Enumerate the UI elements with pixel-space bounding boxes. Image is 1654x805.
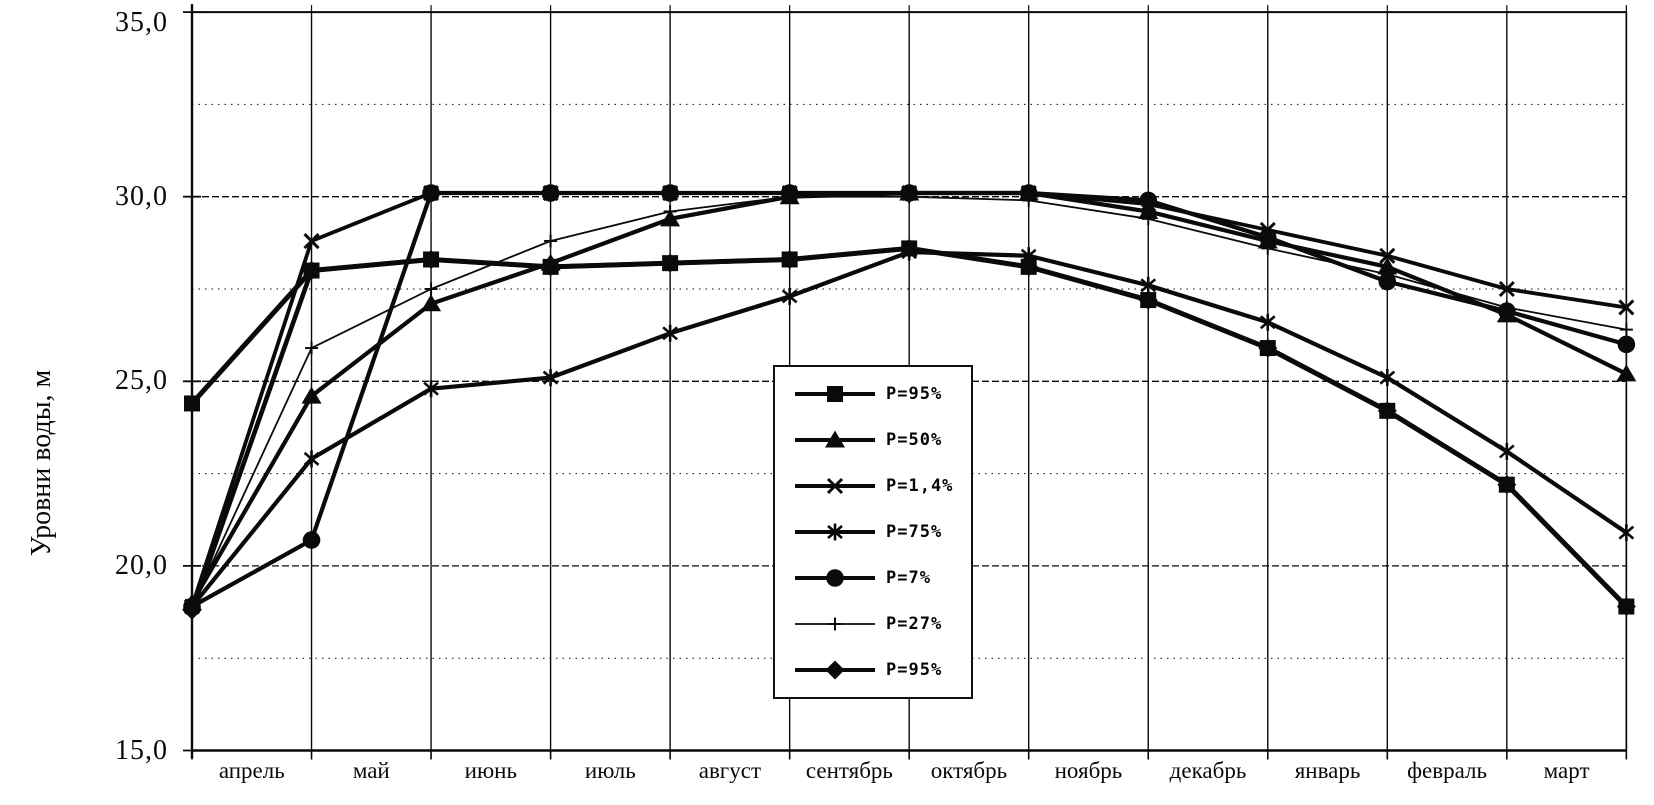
legend-marker-x-icon <box>795 477 875 495</box>
marker-square <box>781 251 798 268</box>
month-label: ноябрь <box>1054 758 1123 783</box>
marker-x <box>826 477 844 495</box>
legend-marker-circle-icon <box>795 569 875 587</box>
legend-row: P=1,4% <box>793 473 971 499</box>
legend-label: P=95% <box>886 384 943 404</box>
month-label: июль <box>584 758 636 783</box>
marker-diamond <box>182 600 202 620</box>
marker-triangle <box>899 183 920 201</box>
y-tick-label: 20,0 <box>115 549 168 581</box>
month-label: апрель <box>218 758 285 783</box>
marker-square <box>1379 402 1396 419</box>
marker-triangle <box>1616 364 1637 382</box>
marker-triangle <box>1138 201 1159 219</box>
y-axis-title: Уровни воды, м <box>26 369 57 557</box>
marker-star6 <box>303 451 320 466</box>
y-tick-label: 25,0 <box>115 365 168 397</box>
marker-star6 <box>1618 525 1635 540</box>
marker-circle <box>1617 335 1636 354</box>
marker-circle <box>826 569 844 587</box>
marker-circle <box>661 184 679 202</box>
marker-square <box>662 255 679 272</box>
legend-marker-plus-icon <box>795 617 875 631</box>
legend-label: P=7% <box>886 568 931 588</box>
legend-row: P=27% <box>793 611 971 637</box>
legend-label: P=75% <box>886 522 943 542</box>
legend-row: P=95% <box>793 381 971 407</box>
month-label: май <box>352 758 390 783</box>
marker-star6 <box>1259 315 1276 330</box>
legend-row: P=95% <box>793 657 971 683</box>
marker-star6 <box>1379 370 1396 385</box>
legend-row: P=50% <box>793 427 971 453</box>
marker-circle <box>541 184 560 202</box>
month-label: март <box>1543 758 1590 783</box>
marker-square <box>1618 598 1635 615</box>
marker-square <box>827 386 843 402</box>
marker-square <box>542 258 559 275</box>
marker-square <box>423 251 440 268</box>
marker-triangle <box>1377 257 1398 275</box>
y-tick-label: 30,0 <box>115 180 168 212</box>
marker-square <box>1259 340 1276 357</box>
marker-square <box>901 240 918 257</box>
marker-star6 <box>662 326 678 341</box>
month-label: февраль <box>1407 758 1487 783</box>
legend-row: P=75% <box>793 519 971 545</box>
marker-star6 <box>1140 278 1157 293</box>
marker-star6 <box>423 381 439 396</box>
marker-circle <box>422 184 440 202</box>
marker-star6 <box>542 370 559 385</box>
legend-marker-diamond-icon <box>795 660 875 680</box>
y-tick-label: 15,0 <box>115 734 168 766</box>
marker-circle <box>302 531 321 549</box>
marker-square <box>303 262 320 279</box>
month-label: декабрь <box>1169 758 1247 783</box>
legend-label: P=1,4% <box>886 476 954 496</box>
marker-triangle <box>660 209 681 227</box>
month-label: октябрь <box>930 758 1008 783</box>
marker-square <box>1140 292 1157 309</box>
y-tick-label: 35,0 <box>115 7 168 38</box>
marker-star6 <box>827 525 843 539</box>
chart-legend: P=95% P=50% P=1,4% P=75% P=7% P=27% P=95% <box>773 365 973 699</box>
month-label: сентябрь <box>805 758 893 783</box>
marker-square <box>1498 476 1515 493</box>
marker-star6 <box>781 289 798 304</box>
marker-triangle <box>779 187 800 205</box>
marker-triangle <box>421 294 442 312</box>
marker-square <box>184 395 200 412</box>
legend-row: P=7% <box>793 565 971 591</box>
legend-marker-triangle-icon <box>795 430 875 448</box>
marker-diamond <box>825 660 845 680</box>
marker-square <box>1020 258 1037 275</box>
marker-triangle <box>825 430 845 448</box>
marker-x <box>303 232 320 250</box>
marker-x <box>1618 299 1635 316</box>
marker-x <box>1379 247 1396 264</box>
marker-triangle <box>1018 183 1039 201</box>
marker-triangle <box>301 386 322 404</box>
marker-triangle <box>1496 305 1517 323</box>
month-label: январь <box>1294 758 1361 783</box>
month-label: август <box>698 758 761 783</box>
marker-triangle <box>1257 231 1278 249</box>
marker-circle <box>1378 272 1397 291</box>
legend-marker-star6-icon <box>795 523 875 541</box>
marker-circle <box>1139 191 1158 210</box>
legend-marker-square-icon <box>795 386 875 402</box>
legend-label: P=27% <box>886 614 943 634</box>
month-label: июнь <box>464 758 517 783</box>
legend-label: P=50% <box>886 430 943 450</box>
marker-x <box>1498 280 1515 298</box>
legend-label: P=95% <box>886 660 943 680</box>
marker-star6 <box>1498 444 1515 459</box>
